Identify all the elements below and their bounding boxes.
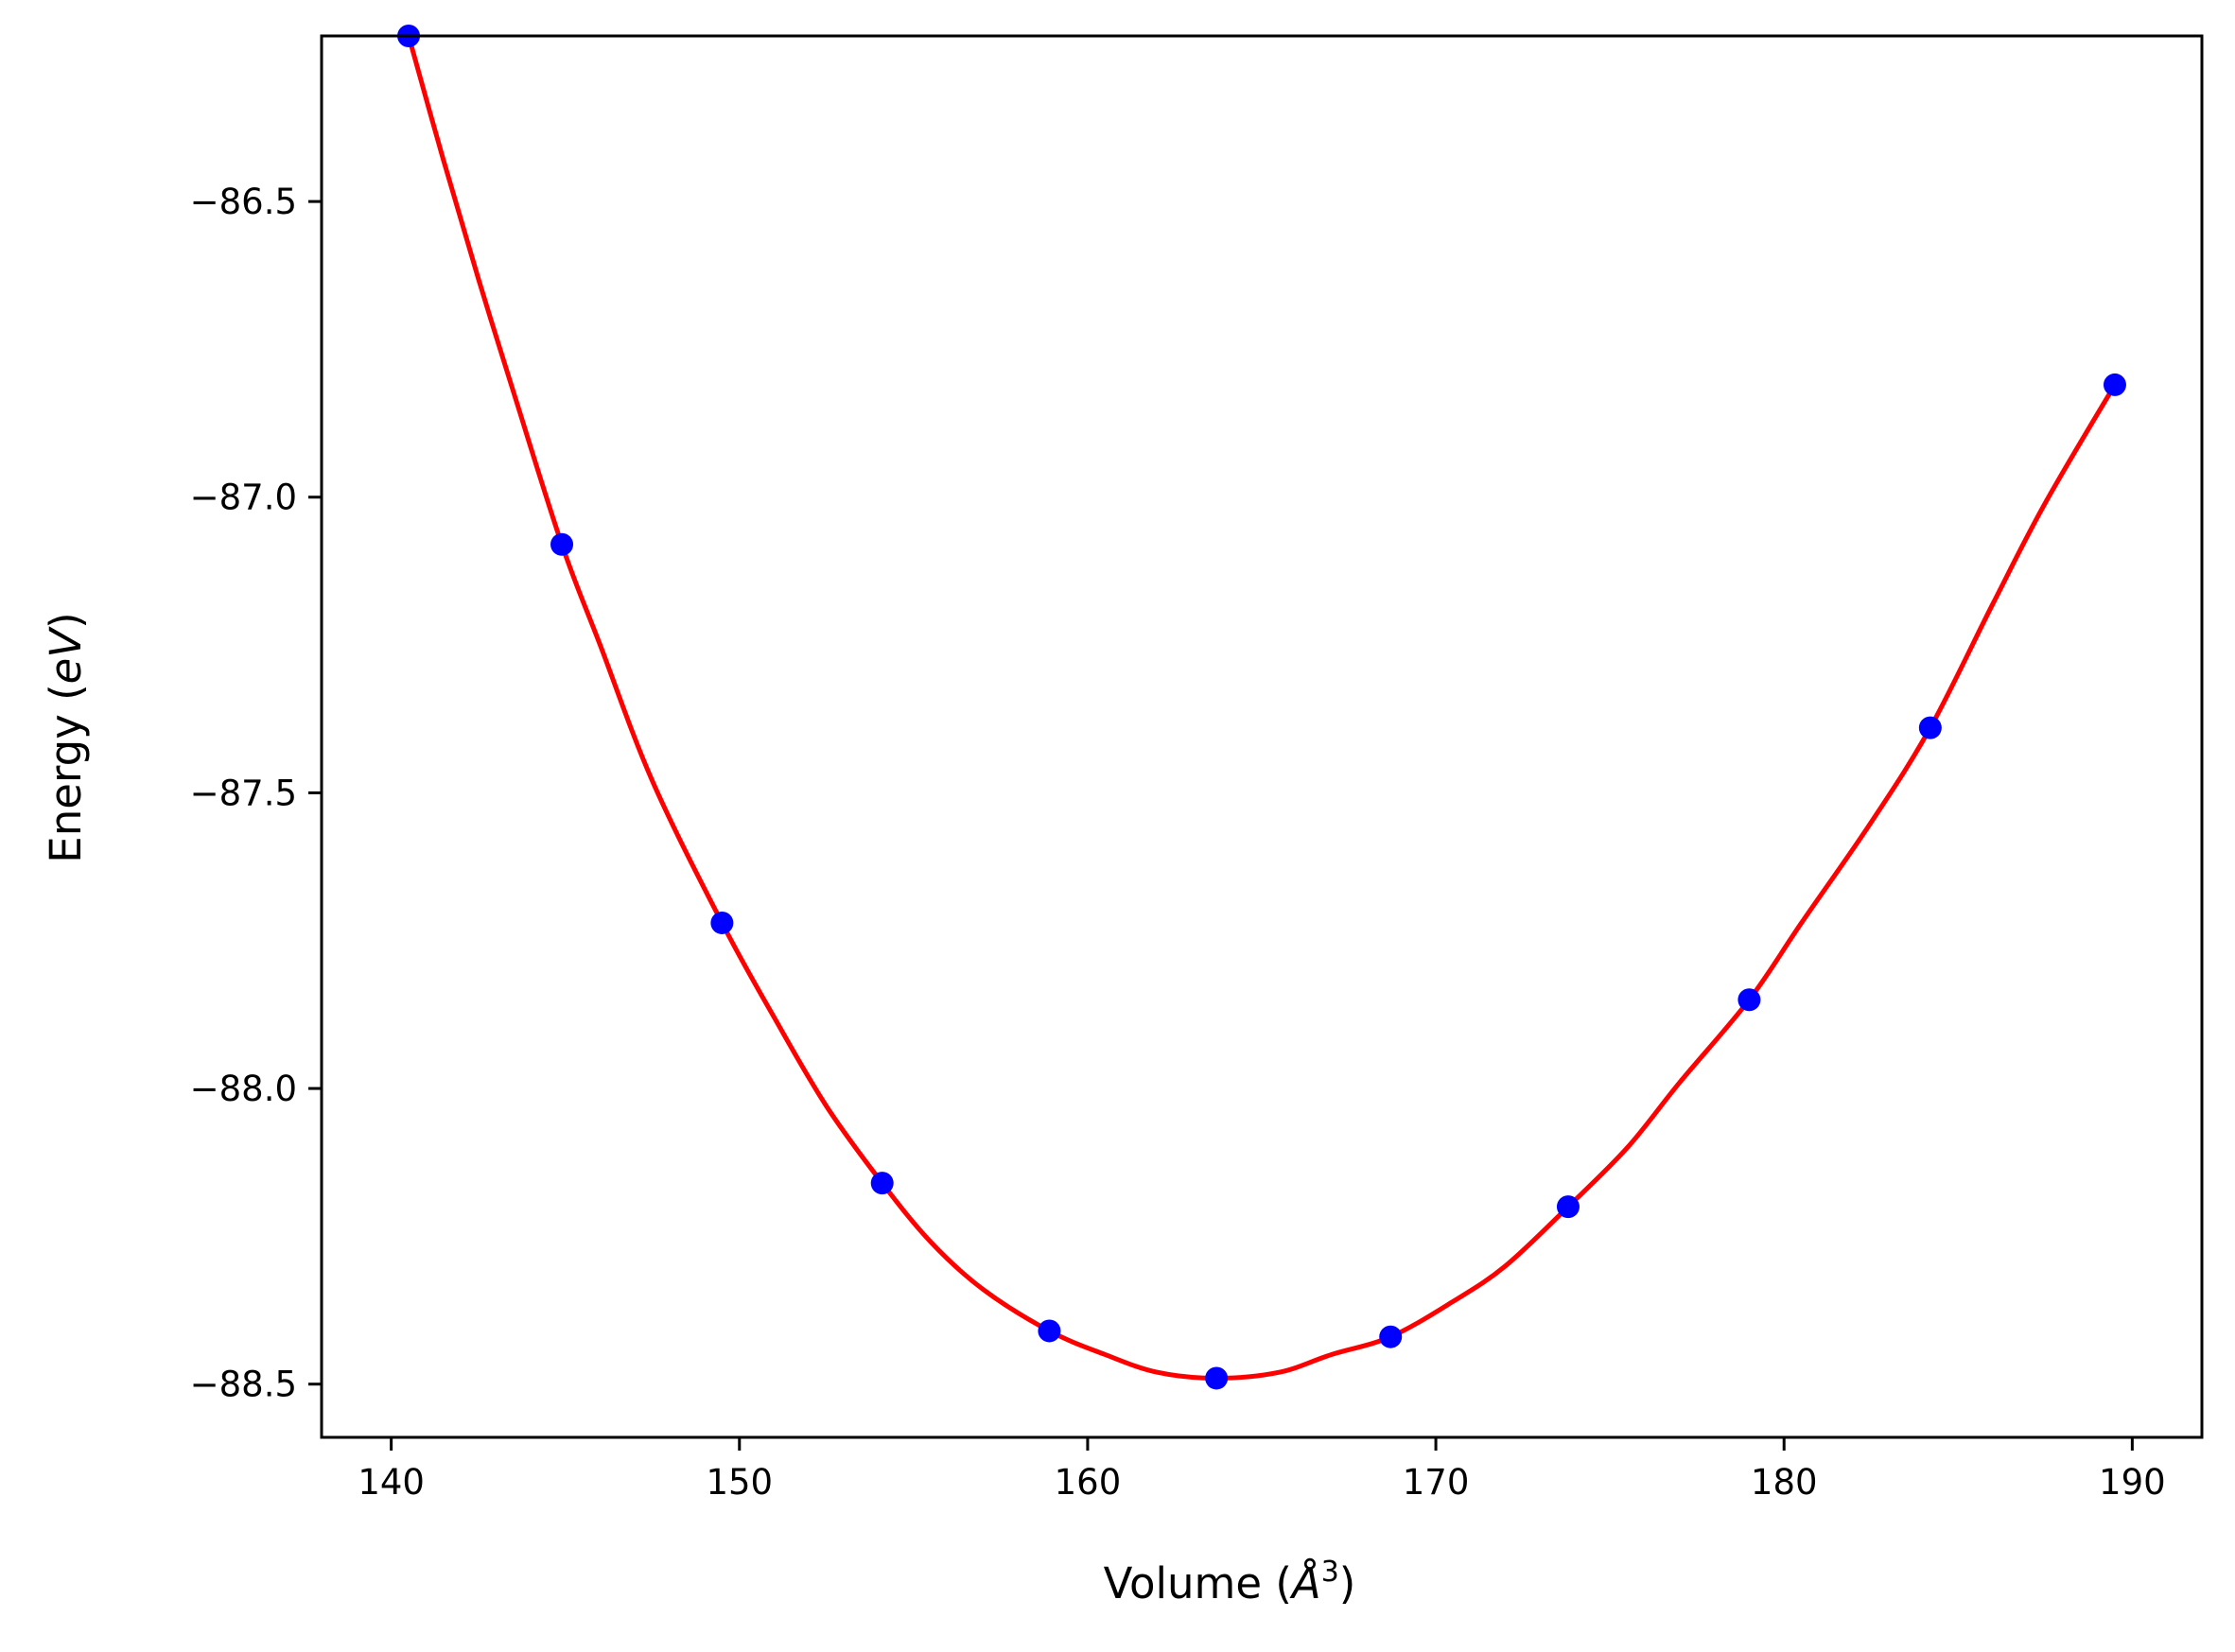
data-point (1737, 988, 1761, 1012)
x-tick-label: 150 (706, 1462, 773, 1503)
axes-frame (320, 34, 2204, 1439)
data-point (870, 1172, 894, 1195)
x-tick-label: 160 (1055, 1462, 1122, 1503)
y-tick-label: −86.5 (190, 182, 297, 222)
x-tick-label: 190 (2099, 1462, 2166, 1503)
y-axis-title: Energy (eV) (41, 612, 91, 862)
y-tick-label: −87.5 (190, 773, 297, 813)
x-axis-ticks: 140 150 160 170 180 190 (358, 1437, 2166, 1503)
data-point (1205, 1366, 1229, 1390)
x-tick-label: 170 (1403, 1462, 1470, 1503)
data-point (1379, 1325, 1403, 1348)
data-point (710, 911, 734, 934)
y-axis-ticks: −86.5 −87.0 −87.5 −88.0 −88.5 (190, 182, 322, 1405)
fit-curve-line (406, 35, 2118, 1381)
y-tick-label: −88.0 (190, 1069, 297, 1109)
x-tick-label: 140 (358, 1462, 425, 1503)
x-axis-title: Volume (Å3) (1104, 1556, 1356, 1609)
data-point (1556, 1195, 1580, 1219)
x-tick-label: 180 (1751, 1462, 1818, 1503)
y-tick-label: −88.5 (190, 1365, 297, 1405)
plot-area (320, 25, 2204, 1439)
data-point (2103, 373, 2126, 396)
data-point (550, 532, 574, 556)
y-tick-label: −87.0 (190, 478, 297, 518)
data-point (1918, 716, 1942, 739)
data-point (1038, 1319, 1061, 1343)
